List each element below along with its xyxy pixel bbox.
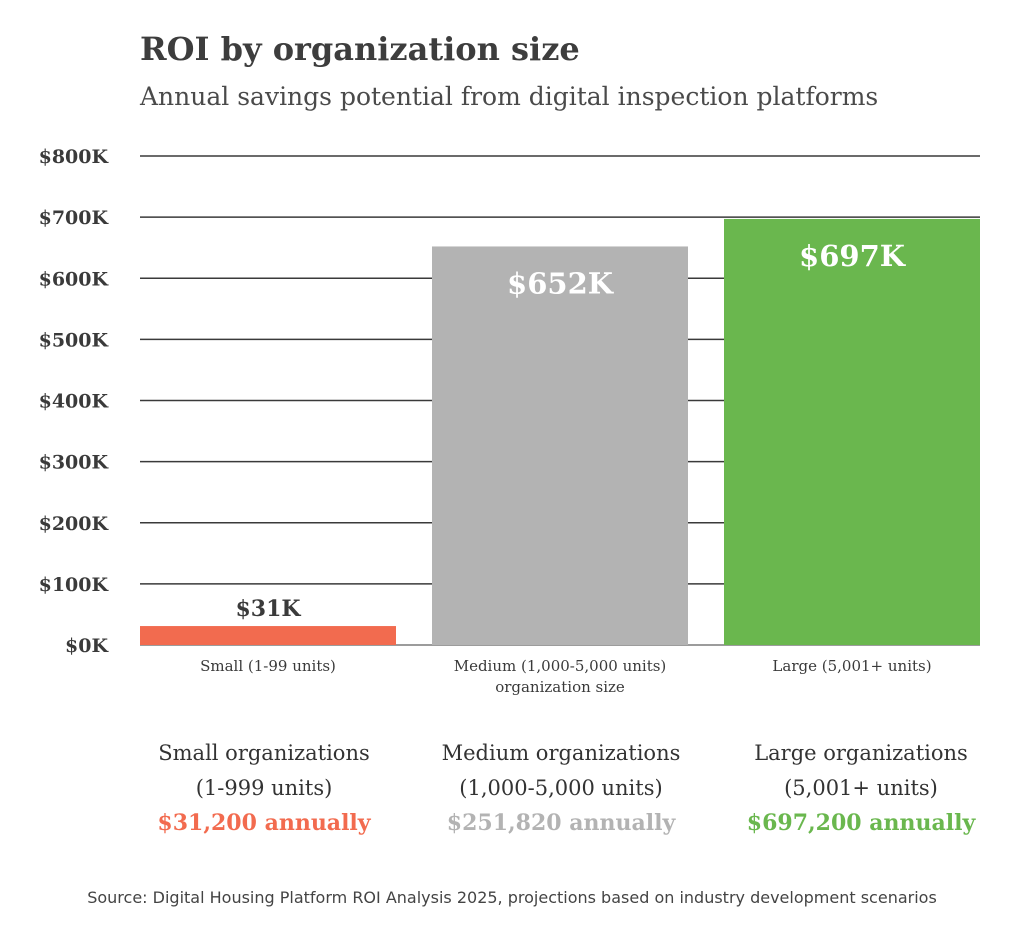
bar-chart: $0K $100K $200K $300K $400K $500K $600K $700K $8… bbox=[39, 146, 980, 696]
y-tick-label: $300K bbox=[39, 452, 110, 474]
bar-value-label: $652K bbox=[507, 266, 615, 300]
summary-small-amount: $31,200 annually bbox=[157, 810, 371, 836]
summary-large-name: Large organizations bbox=[754, 741, 968, 765]
source-note: Source: Digital Housing Platform ROI Ana… bbox=[87, 888, 937, 907]
summary-large-amount: $697,200 annually bbox=[746, 810, 976, 836]
chart-title: ROI by organization size bbox=[140, 30, 580, 68]
y-tick-label: $0K bbox=[65, 635, 109, 657]
bar-value-label: $697K bbox=[799, 239, 907, 273]
bars bbox=[140, 218, 980, 646]
y-tick-label: $600K bbox=[39, 268, 110, 290]
y-tick-label: $500K bbox=[39, 329, 110, 351]
x-tick-label: Large (5,001+ units) bbox=[772, 657, 931, 675]
y-axis-ticks: $0K $100K $200K $300K $400K $500K $600K $700K $8… bbox=[39, 146, 110, 657]
bar-value-label: $31K bbox=[235, 596, 301, 622]
y-tick-label: $400K bbox=[39, 391, 110, 413]
y-tick-label: $800K bbox=[39, 146, 110, 168]
bar bbox=[432, 246, 688, 645]
y-tick-label: $700K bbox=[39, 207, 110, 229]
summary-large-range: (5,001+ units) bbox=[784, 776, 938, 800]
summary-large: Large organizations (5,001+ units) $697,… bbox=[711, 736, 1011, 841]
bar bbox=[140, 626, 396, 645]
x-tick-label: Medium (1,000-5,000 units) bbox=[454, 657, 667, 675]
bar bbox=[724, 218, 980, 646]
summary-medium: Medium organizations (1,000-5,000 units)… bbox=[411, 736, 711, 841]
summary-medium-range: (1,000-5,000 units) bbox=[459, 776, 663, 800]
summary-medium-name: Medium organizations bbox=[441, 741, 681, 765]
x-axis-ticks: Small (1-99 units) Medium (1,000-5,000 un… bbox=[200, 657, 931, 696]
summary-small: Small organizations (1-999 units) $31,20… bbox=[114, 736, 414, 841]
summary-medium-amount: $251,820 annually bbox=[446, 810, 676, 836]
bar-value-labels: $31K $652K $697K bbox=[235, 239, 906, 622]
summary-small-range: (1-999 units) bbox=[195, 776, 333, 800]
summary-small-name: Small organizations bbox=[158, 741, 370, 765]
chart-subtitle: Annual savings potential from digital in… bbox=[140, 82, 879, 111]
x-axis-label: organization size bbox=[495, 678, 625, 696]
y-tick-label: $100K bbox=[39, 574, 110, 596]
y-tick-label: $200K bbox=[39, 513, 110, 535]
x-tick-label: Small (1-99 units) bbox=[200, 657, 336, 675]
